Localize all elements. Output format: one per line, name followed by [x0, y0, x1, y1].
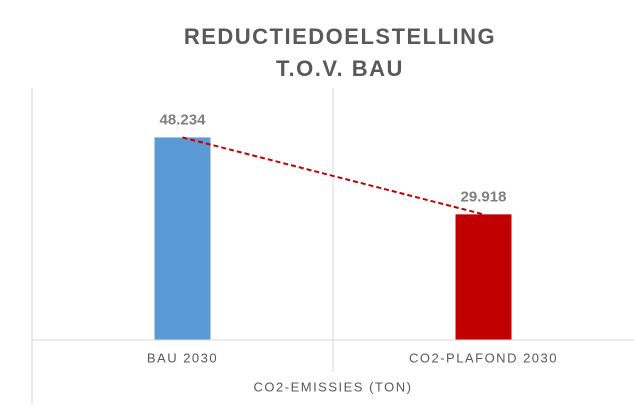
- chart-title: REDUCTIEDOELSTELLING: [184, 24, 496, 49]
- x-tick-label: BAU 2030: [147, 350, 218, 365]
- data-label: 29.918: [461, 188, 507, 205]
- data-label: 48.234: [160, 111, 207, 128]
- x-axis-title: CO2-EMISSIES (TON): [254, 379, 413, 394]
- chart-title: T.O.V. BAU: [276, 56, 404, 81]
- bar: [455, 214, 512, 340]
- trend-line: [182, 136, 484, 216]
- bar: [154, 137, 211, 340]
- x-tick-label: CO2-PLAFOND 2030: [409, 350, 558, 365]
